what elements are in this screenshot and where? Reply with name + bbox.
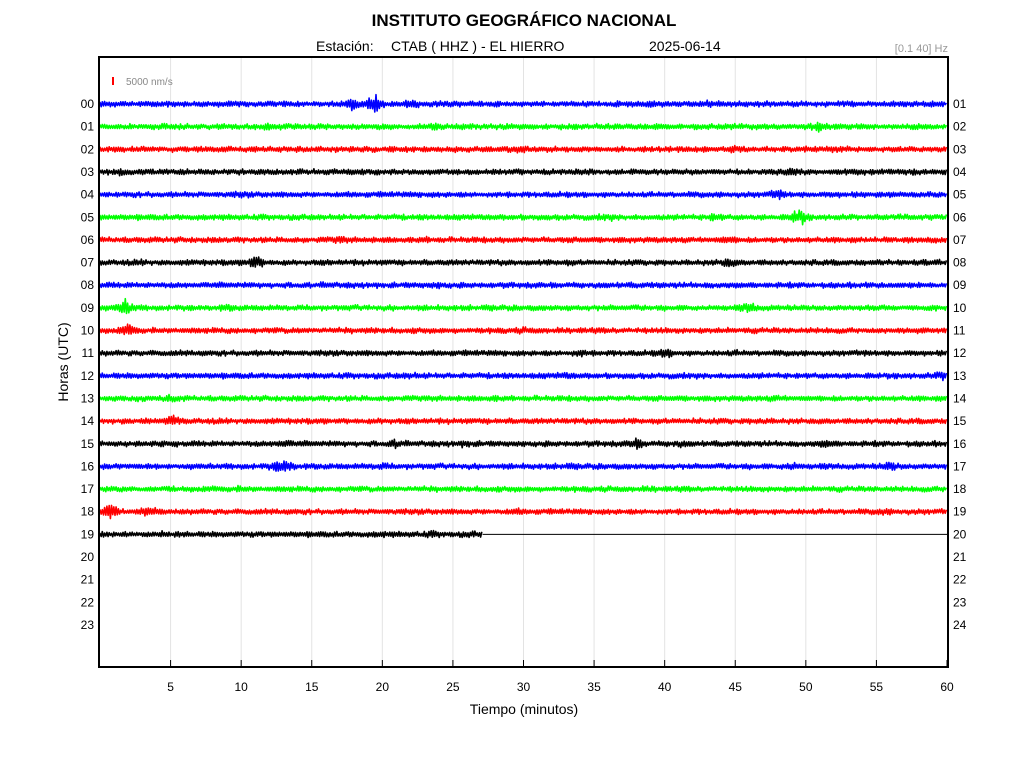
hour-label-right: 08 bbox=[953, 256, 967, 270]
hour-label-left: 19 bbox=[81, 527, 95, 541]
hour-label-left: 15 bbox=[81, 437, 95, 451]
x-tick-label: 30 bbox=[517, 680, 531, 694]
hour-label-left: 21 bbox=[81, 573, 95, 587]
y-axis-label: Horas (UTC) bbox=[55, 322, 71, 401]
hour-label-right: 01 bbox=[953, 97, 967, 111]
left-hour-labels: 00 01 02 03 04 05 06 07 08 09 10 11 12 13 14 15 16 17 18 19… bbox=[81, 97, 95, 632]
hour-label-left: 01 bbox=[81, 120, 95, 134]
x-tick-label: 45 bbox=[729, 680, 743, 694]
hour-label-right: 11 bbox=[953, 324, 966, 338]
trace-hour-05 bbox=[99, 209, 948, 226]
hour-label-left: 13 bbox=[81, 391, 95, 405]
x-tick-label: 55 bbox=[870, 680, 884, 694]
hour-label-right: 23 bbox=[953, 595, 967, 609]
hour-label-left: 06 bbox=[81, 233, 95, 247]
filter-band-label: [0.1 40] Hz bbox=[895, 43, 948, 55]
hour-label-right: 14 bbox=[953, 391, 967, 405]
hour-label-right: 10 bbox=[953, 301, 967, 315]
scale-bar-label: 5000 nm/s bbox=[126, 77, 173, 88]
trace-hour-14 bbox=[99, 414, 948, 426]
hour-label-right: 19 bbox=[953, 505, 967, 519]
hour-label-right: 15 bbox=[953, 414, 967, 428]
hour-label-left: 23 bbox=[81, 618, 95, 632]
hour-label-right: 04 bbox=[953, 165, 967, 179]
hour-label-left: 09 bbox=[81, 301, 95, 315]
hour-label-right: 02 bbox=[953, 120, 967, 134]
trace-hour-12 bbox=[99, 371, 948, 382]
x-tick-label: 40 bbox=[658, 680, 672, 694]
hour-label-right: 17 bbox=[953, 459, 967, 473]
trace-hour-18 bbox=[99, 504, 948, 520]
trace-layer bbox=[99, 93, 948, 539]
trace-hour-19 bbox=[99, 529, 483, 539]
trace-hour-13 bbox=[99, 393, 948, 403]
hour-label-left: 03 bbox=[81, 165, 95, 179]
hour-label-right: 24 bbox=[953, 618, 967, 632]
hour-label-left: 04 bbox=[81, 188, 95, 202]
hour-label-right: 13 bbox=[953, 369, 967, 383]
hour-label-right: 07 bbox=[953, 233, 967, 247]
hour-label-left: 02 bbox=[81, 142, 95, 156]
x-tick-label: 35 bbox=[587, 680, 601, 694]
trace-hour-16 bbox=[99, 460, 948, 472]
hour-label-left: 10 bbox=[81, 324, 95, 338]
trace-hour-04 bbox=[99, 189, 948, 201]
hour-label-left: 20 bbox=[81, 550, 95, 564]
trace-hour-09 bbox=[99, 297, 948, 315]
trace-hour-15 bbox=[99, 437, 948, 450]
x-tick-label: 20 bbox=[376, 680, 390, 694]
hour-label-left: 11 bbox=[82, 346, 95, 360]
hour-label-right: 20 bbox=[953, 527, 967, 541]
date-label: 2025-06-14 bbox=[649, 38, 721, 54]
trace-hour-03 bbox=[99, 167, 948, 177]
scale-bar bbox=[112, 77, 114, 85]
hour-label-left: 16 bbox=[81, 459, 95, 473]
hour-label-right: 06 bbox=[953, 210, 967, 224]
trace-hour-01 bbox=[99, 121, 948, 133]
x-tick-label: 10 bbox=[234, 680, 248, 694]
hour-label-right: 22 bbox=[953, 573, 967, 587]
station-prefix: Estación: bbox=[316, 38, 374, 54]
hour-label-left: 22 bbox=[81, 595, 95, 609]
right-hour-labels: 01 02 03 04 05 06 07 08 09 10 11 12 13 14 15 16 17 18 19 20… bbox=[953, 97, 967, 632]
trace-hour-07 bbox=[99, 256, 948, 268]
hour-label-right: 21 bbox=[953, 550, 967, 564]
hour-label-right: 09 bbox=[953, 278, 967, 292]
hour-label-left: 00 bbox=[81, 97, 95, 111]
hour-label-right: 03 bbox=[953, 142, 967, 156]
hour-label-left: 17 bbox=[81, 482, 95, 496]
trace-hour-08 bbox=[99, 281, 948, 290]
hour-label-left: 12 bbox=[81, 369, 95, 383]
station-name: CTAB ( HHZ ) - EL HIERRO bbox=[391, 38, 565, 54]
x-tick-label: 5 bbox=[167, 680, 174, 694]
trace-hour-17 bbox=[99, 484, 948, 493]
plot-frame bbox=[98, 56, 949, 668]
chart-title: INSTITUTO GEOGRÁFICO NACIONAL bbox=[372, 11, 677, 30]
trace-hour-06 bbox=[99, 235, 948, 244]
hour-label-right: 18 bbox=[953, 482, 967, 496]
x-tick-label: 15 bbox=[305, 680, 319, 694]
x-axis-ticks: 5 10 15 20 25 30 35 40 45 50 55 60 bbox=[167, 660, 954, 694]
trace-hour-10 bbox=[99, 323, 948, 336]
trace-hour-11 bbox=[99, 348, 948, 359]
x-tick-label: 50 bbox=[799, 680, 813, 694]
grid-layer bbox=[170, 58, 877, 666]
hour-label-right: 05 bbox=[953, 188, 967, 202]
hour-label-left: 07 bbox=[81, 256, 95, 270]
hour-label-right: 16 bbox=[953, 437, 967, 451]
x-tick-label: 60 bbox=[940, 680, 954, 694]
x-tick-label: 25 bbox=[446, 680, 460, 694]
hour-label-left: 08 bbox=[81, 278, 95, 292]
hour-label-right: 12 bbox=[953, 346, 967, 360]
trace-hour-00 bbox=[99, 93, 948, 113]
hour-label-left: 18 bbox=[81, 505, 95, 519]
x-axis-label: Tiempo (minutos) bbox=[470, 701, 578, 717]
hour-label-left: 14 bbox=[81, 414, 95, 428]
hour-label-left: 05 bbox=[81, 210, 95, 224]
trace-hour-02 bbox=[99, 144, 948, 154]
